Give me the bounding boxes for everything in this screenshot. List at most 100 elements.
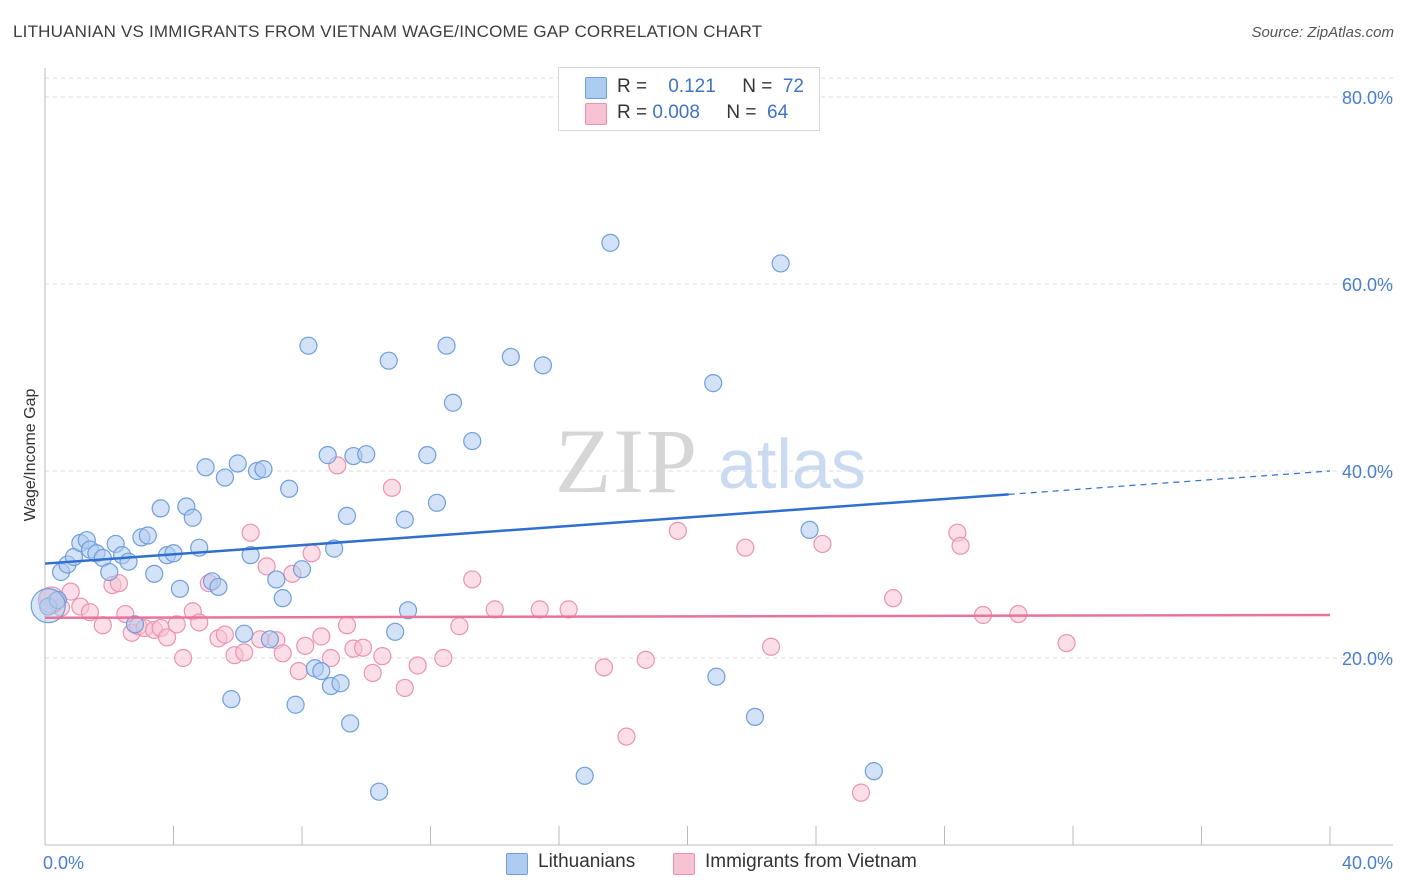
lithuanian-point — [357, 445, 376, 464]
lithuanian-point — [119, 552, 138, 571]
lithuanian-point — [100, 562, 119, 582]
vietnam-point — [157, 628, 177, 647]
lithuanian-point — [273, 589, 292, 608]
vietnam-point — [312, 627, 331, 646]
lithuanian-point — [427, 493, 447, 512]
vietnam-point — [617, 727, 636, 746]
lithuanian-point — [267, 570, 286, 589]
legend-swatch-blue — [585, 77, 607, 99]
vietnam-point — [363, 663, 382, 683]
vietnam-point — [951, 536, 970, 555]
lithuanian-point — [222, 690, 241, 709]
lithuanian-point — [215, 468, 234, 487]
lithuanian-point — [280, 479, 299, 498]
vietnam-point — [235, 643, 254, 662]
legend-r-value: 0.008 — [652, 102, 700, 123]
vietnam-point — [241, 523, 260, 542]
lithuanian-point — [286, 695, 305, 714]
source-label: Source: ZipAtlas.com — [1251, 24, 1394, 41]
vietnam-point — [257, 557, 276, 576]
x-tick-label: 40.0% — [1342, 853, 1393, 873]
legend-swatch-blue — [506, 853, 528, 875]
lithuanian-point — [398, 601, 418, 620]
vietnam-point — [530, 600, 549, 619]
vietnam-point — [1057, 633, 1076, 653]
lithuanian-point — [30, 588, 66, 624]
lithuanian-point — [235, 624, 254, 643]
lithuanian-point — [501, 347, 520, 367]
legend-r-label: R = — [617, 102, 648, 123]
vietnam-point — [395, 678, 414, 698]
lithuanian-point — [370, 782, 389, 801]
vietnam-point — [273, 644, 292, 663]
lithuanian-point — [463, 431, 482, 451]
vietnam-point — [1009, 604, 1028, 624]
legend-n-value: 72 — [782, 76, 804, 97]
lithuanian-point — [800, 520, 819, 540]
legend-label-vietnam: Immigrants from Vietnam — [705, 851, 917, 872]
vietnam-point — [80, 603, 100, 622]
lithuanian-point — [318, 446, 337, 465]
lithuanian-point — [331, 674, 350, 693]
legend-r-value: 0.121 — [668, 76, 716, 97]
vietnam-point — [215, 625, 234, 644]
vietnam-point — [736, 538, 755, 557]
x-tick-label: 0.0% — [43, 853, 84, 873]
vietnam-point — [167, 615, 186, 634]
lithuanian-point — [260, 630, 279, 649]
legend-swatch-pink — [585, 103, 607, 125]
lithuanian-point — [151, 499, 170, 518]
lithuanian-point — [575, 766, 594, 785]
vietnam-point — [296, 636, 315, 655]
lithuanian-point — [386, 622, 405, 641]
lithuanian-point — [379, 351, 398, 370]
lithuanians-trend-extension — [1008, 470, 1331, 495]
lithuanian-point — [209, 577, 228, 597]
y-tick-label: 20.0% — [1342, 649, 1393, 669]
vietnam-point — [594, 658, 614, 677]
vietnam-point — [353, 638, 373, 657]
vietnam-point — [883, 589, 903, 608]
vietnam-point — [485, 600, 504, 619]
lithuanian-point — [395, 510, 414, 529]
lithuanian-point — [437, 336, 456, 355]
lithuanian-point — [443, 393, 463, 412]
y-tick-label: 80.0% — [1342, 88, 1393, 108]
axes — [44, 68, 1393, 846]
lithuanian-point — [771, 254, 790, 273]
vietnam-point — [668, 521, 687, 540]
vietnam-point — [93, 616, 112, 635]
lithuanian-point — [704, 374, 723, 393]
lithuanian-point — [196, 458, 215, 477]
watermark-zip: ZIP — [555, 410, 699, 512]
vietnam-point — [851, 783, 871, 802]
vietnam-point — [559, 600, 578, 619]
y-tick-label: 60.0% — [1342, 275, 1393, 295]
lithuanian-point — [292, 560, 312, 579]
lithuanian-point — [299, 336, 318, 355]
lithuanian-point — [125, 615, 145, 634]
chart-title: LITHUANIAN VS IMMIGRANTS FROM VIETNAM WA… — [13, 22, 763, 41]
lithuanian-point — [183, 508, 202, 527]
vietnam-point — [813, 534, 832, 554]
vietnam-point — [463, 570, 482, 589]
watermark: ZIP atlas — [555, 410, 866, 512]
legend-r-label: R = — [617, 76, 648, 97]
lithuanian-point — [418, 446, 437, 465]
lithuanian-point — [601, 233, 620, 252]
series-lithuanians-points — [30, 233, 883, 801]
vietnam-point — [450, 617, 469, 636]
legend-n-label: N = — [742, 76, 773, 97]
trend-lines — [44, 470, 1331, 620]
lithuanian-point — [254, 460, 273, 479]
lithuanian-point — [341, 714, 360, 733]
vietnam-point — [321, 648, 341, 668]
lithuanian-point — [138, 526, 157, 545]
lithuanian-point — [745, 707, 765, 727]
legend-swatch-pink — [673, 853, 695, 875]
y-tick-label: 40.0% — [1342, 462, 1393, 482]
vietnam-point — [761, 637, 781, 656]
y-axis-label: Wage/Income Gap — [22, 389, 39, 522]
vietnam-point — [61, 582, 80, 601]
